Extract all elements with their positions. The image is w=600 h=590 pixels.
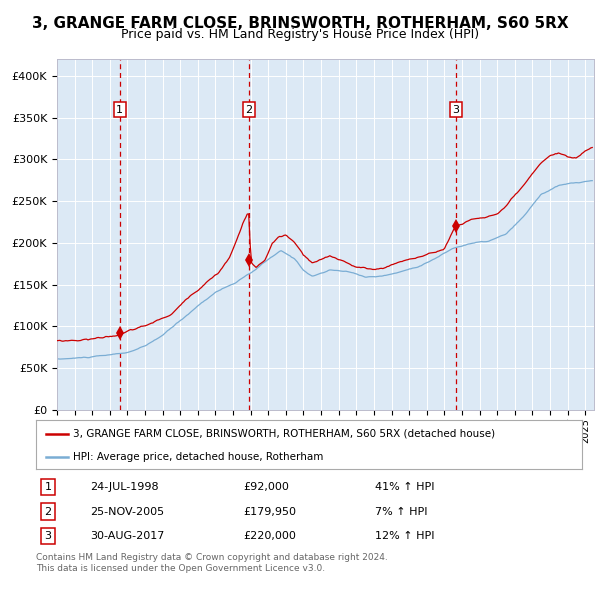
Text: 30-AUG-2017: 30-AUG-2017 — [91, 531, 165, 541]
Text: £220,000: £220,000 — [244, 531, 296, 541]
Text: £92,000: £92,000 — [244, 482, 289, 492]
Text: Contains HM Land Registry data © Crown copyright and database right 2024.
This d: Contains HM Land Registry data © Crown c… — [36, 553, 388, 573]
Text: 2: 2 — [44, 507, 52, 516]
Text: Price paid vs. HM Land Registry's House Price Index (HPI): Price paid vs. HM Land Registry's House … — [121, 28, 479, 41]
Text: 12% ↑ HPI: 12% ↑ HPI — [374, 531, 434, 541]
Text: £179,950: £179,950 — [244, 507, 296, 516]
Text: 3: 3 — [44, 531, 52, 541]
Text: HPI: Average price, detached house, Rotherham: HPI: Average price, detached house, Roth… — [73, 452, 323, 462]
Text: 24-JUL-1998: 24-JUL-1998 — [91, 482, 159, 492]
Text: 3, GRANGE FARM CLOSE, BRINSWORTH, ROTHERHAM, S60 5RX: 3, GRANGE FARM CLOSE, BRINSWORTH, ROTHER… — [32, 16, 568, 31]
Text: 7% ↑ HPI: 7% ↑ HPI — [374, 507, 427, 516]
Text: 25-NOV-2005: 25-NOV-2005 — [91, 507, 165, 516]
Text: 41% ↑ HPI: 41% ↑ HPI — [374, 482, 434, 492]
Text: 1: 1 — [44, 482, 52, 492]
Text: 3: 3 — [452, 105, 460, 115]
Text: 1: 1 — [116, 105, 123, 115]
Text: 3, GRANGE FARM CLOSE, BRINSWORTH, ROTHERHAM, S60 5RX (detached house): 3, GRANGE FARM CLOSE, BRINSWORTH, ROTHER… — [73, 429, 495, 439]
Text: 2: 2 — [245, 105, 253, 115]
